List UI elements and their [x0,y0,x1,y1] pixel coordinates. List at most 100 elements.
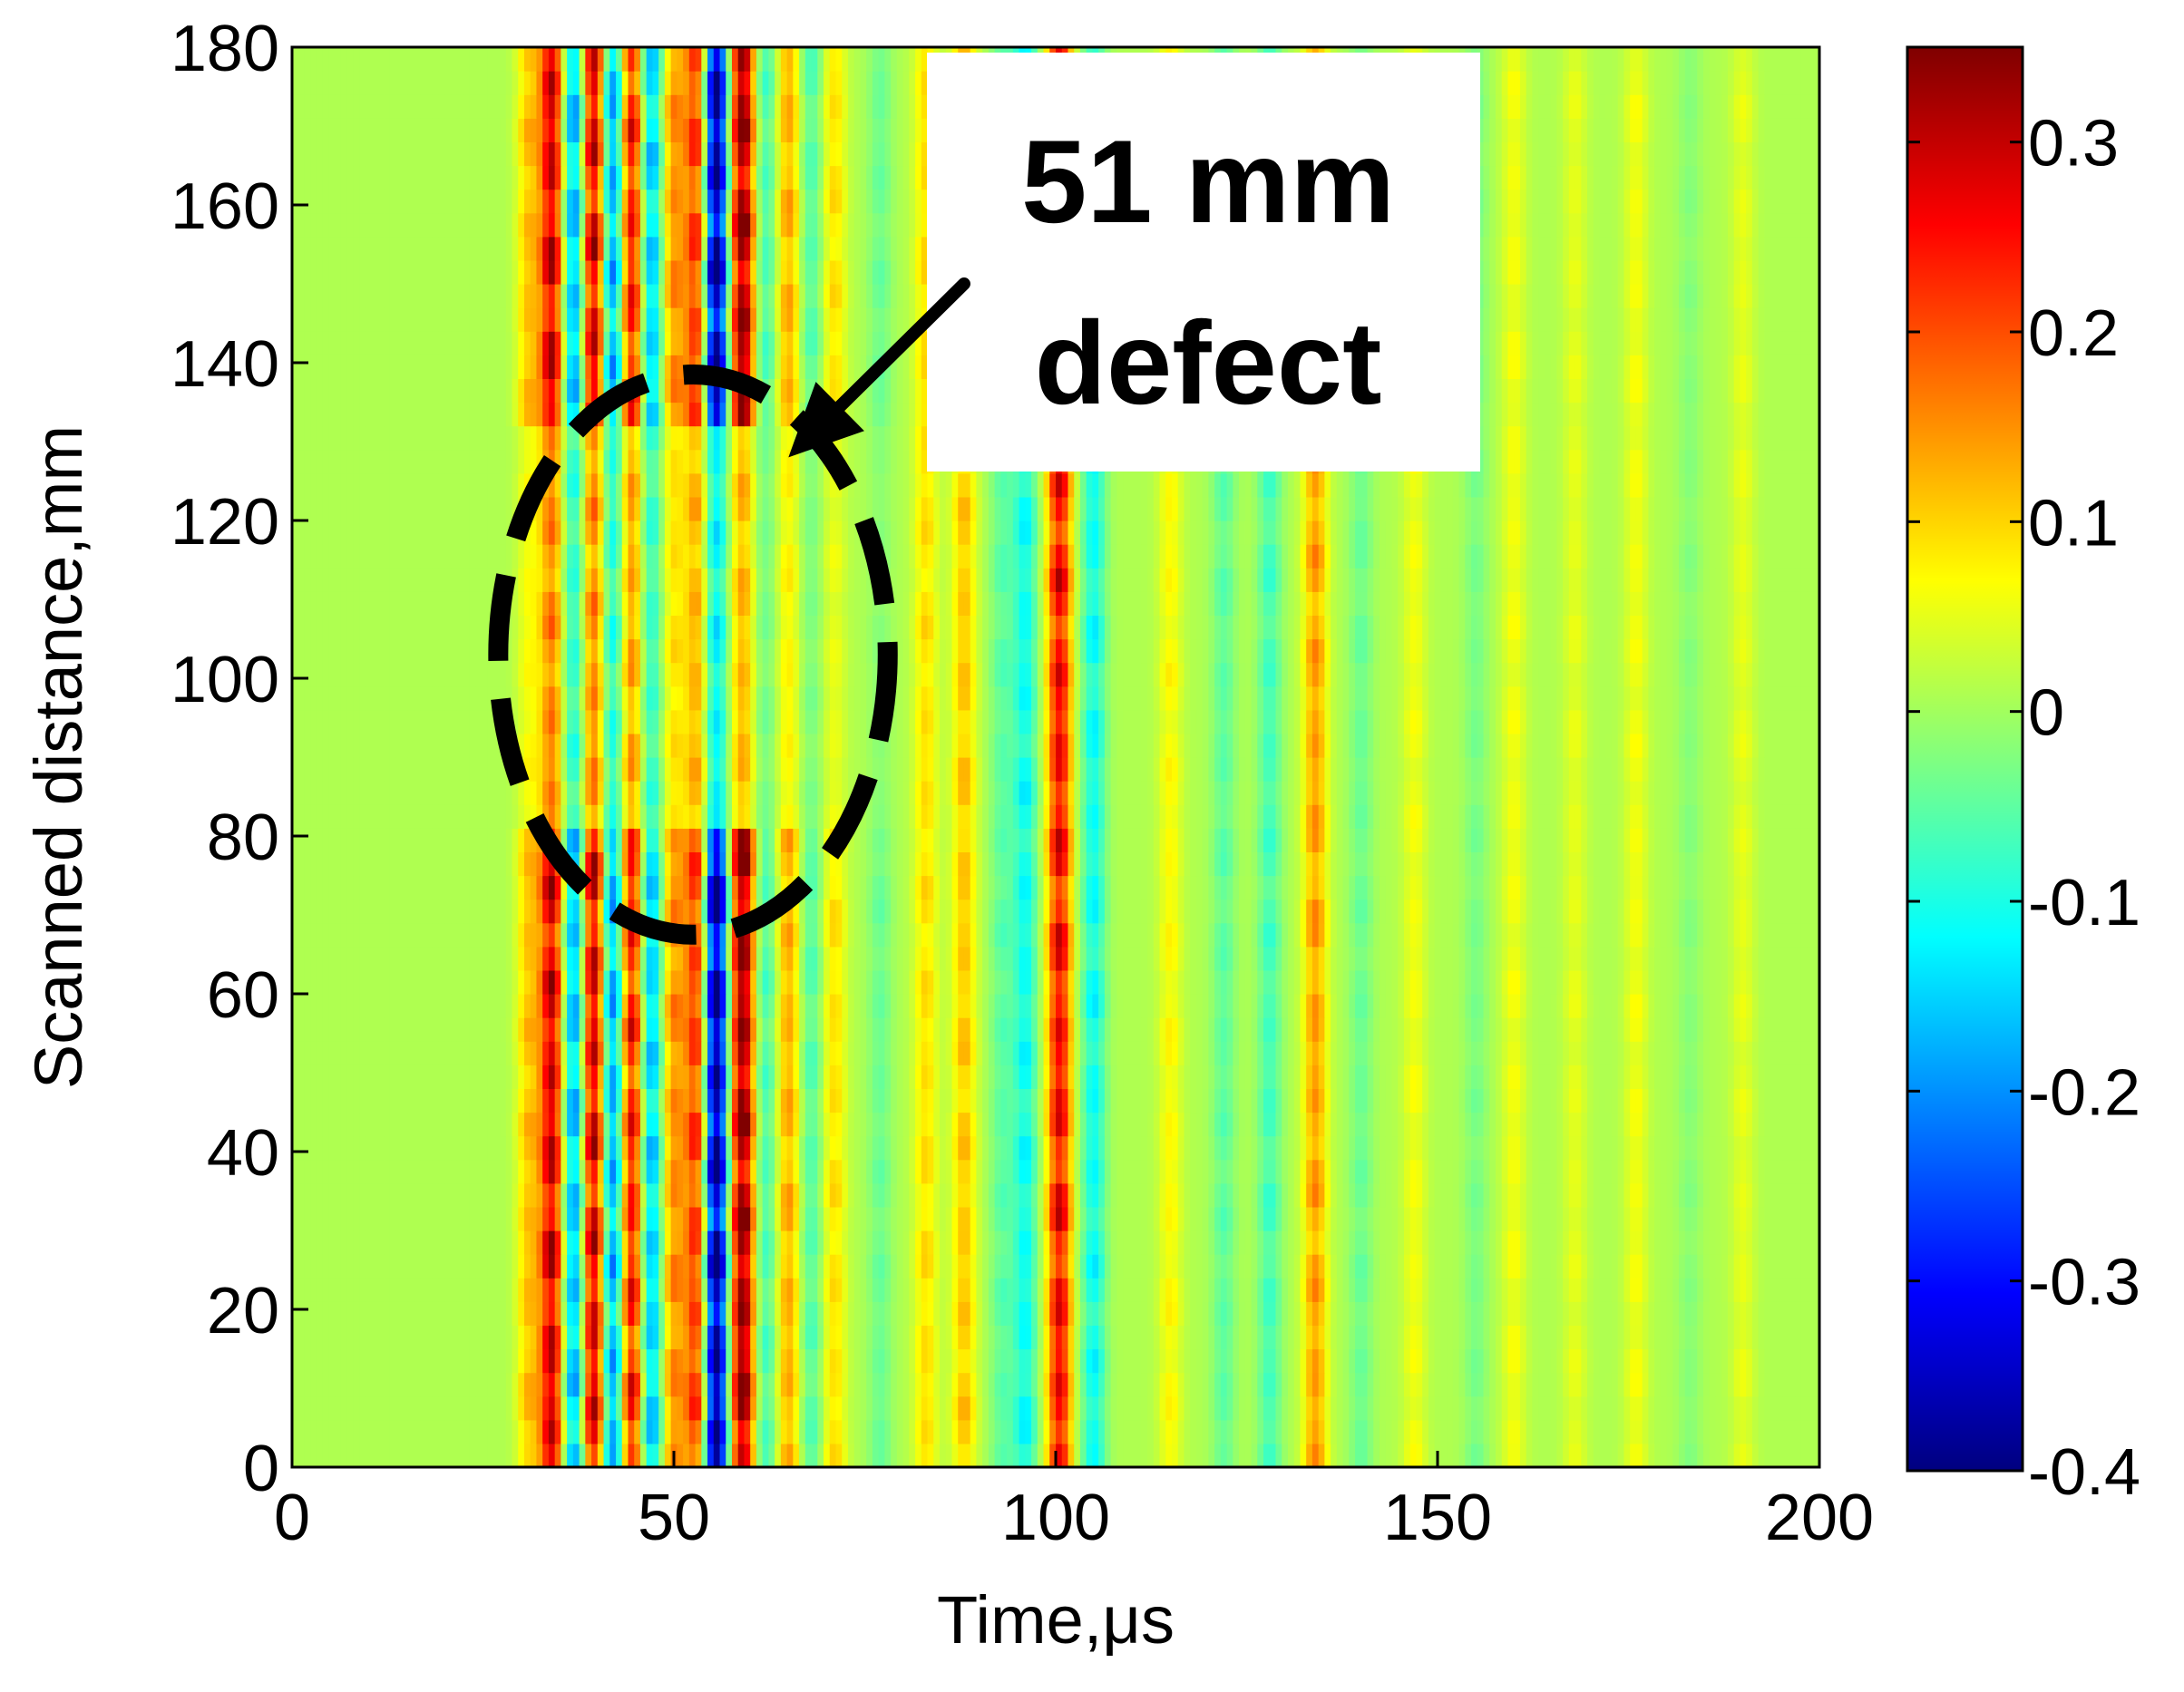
heatmap-cell [1404,1278,1410,1302]
heatmap-cell [298,1017,305,1042]
heatmap-cell [1257,994,1263,1018]
heatmap-cell [982,1041,989,1065]
heatmap-cell [1343,1325,1350,1349]
heatmap-cell [989,1278,995,1302]
heatmap-cell [1147,1113,1154,1137]
heatmap-cell [531,1065,537,1089]
heatmap-cell [1380,1017,1386,1042]
heatmap-cell [1337,1254,1343,1279]
heatmap-cell [958,1349,964,1374]
heatmap-cell [1098,1325,1105,1349]
heatmap-cell [1783,1396,1789,1421]
heatmap-cell [1777,1160,1783,1184]
heatmap-cell [1257,1254,1263,1279]
heatmap-cell [1361,1136,1368,1161]
heatmap-cell [1643,1113,1649,1137]
heatmap-cell [793,1065,799,1089]
heatmap-cell [1092,1160,1098,1184]
heatmap-cell [1679,1160,1685,1184]
heatmap-cell [463,1113,470,1137]
heatmap-cell [1068,1278,1074,1302]
heatmap-cell [1147,1420,1154,1444]
heatmap-cell [1160,1373,1166,1397]
heatmap-cell [1612,1254,1618,1279]
heatmap-cell [1581,1254,1587,1279]
heatmap-cell [701,1183,707,1208]
heatmap-cell [879,1183,885,1208]
heatmap-cell [958,1183,964,1208]
heatmap-cell [1600,1113,1606,1137]
heatmap-cell [921,1160,928,1184]
heatmap-cell [891,1254,897,1279]
heatmap-cell [1080,1254,1087,1279]
heatmap-cell [1257,1017,1263,1042]
heatmap-cell [1331,1041,1337,1065]
heatmap-cell [1532,1088,1538,1113]
heatmap-cell [940,1373,946,1397]
heatmap-cell [933,1017,940,1042]
heatmap-cell [1312,1230,1319,1255]
heatmap-cell [915,1254,921,1279]
heatmap-cell [1361,1301,1368,1326]
heatmap-cell [1801,1254,1808,1279]
heatmap-cell [1373,1373,1380,1397]
heatmap-cell [933,1444,940,1468]
heatmap-cell [738,1278,745,1302]
heatmap-cell [622,1183,629,1208]
heatmap-cell [609,1230,616,1255]
heatmap-cell [763,1373,769,1397]
heatmap-cell [1532,1349,1538,1374]
heatmap-cell [830,1278,836,1302]
heatmap-cell [946,1301,952,1326]
heatmap-cell [860,1136,866,1161]
heatmap-cell [1221,1113,1227,1137]
heatmap-cell [1319,1065,1325,1089]
heatmap-cell [1380,1113,1386,1137]
heatmap-cell [756,1373,763,1397]
heatmap-cell [1692,1301,1698,1326]
heatmap-cell [1600,1065,1606,1089]
heatmap-cell [1233,1420,1239,1444]
heatmap-cell [1447,1207,1453,1231]
heatmap-cell [842,1136,848,1161]
heatmap-cell [1092,1041,1098,1065]
heatmap-cell [1068,1207,1074,1231]
heatmap-cell [701,1278,707,1302]
heatmap-cell [1178,1113,1185,1137]
heatmap-cell [1410,1254,1417,1279]
heatmap-cell [1783,1017,1789,1042]
heatmap-cell [836,1183,843,1208]
heatmap-cell [701,1325,707,1349]
heatmap-cell [384,1088,390,1113]
heatmap-cell [1368,1254,1374,1279]
heatmap-cell [567,1230,573,1255]
heatmap-cell [518,1278,524,1302]
heatmap-cell [1545,1113,1551,1137]
heatmap-cell [1764,994,1770,1018]
heatmap-cell [567,1136,573,1161]
heatmap-cell [310,1349,317,1374]
heatmap-cell [323,1041,329,1065]
heatmap-cell [976,1325,982,1349]
heatmap-cell [1105,1160,1111,1184]
heatmap-cell [1801,1065,1808,1089]
heatmap-cell [1203,1301,1209,1326]
heatmap-cell [341,1349,347,1374]
heatmap-cell [1123,1183,1129,1208]
heatmap-cell [976,1444,982,1468]
heatmap-cell [1801,1088,1808,1113]
heatmap-cell [366,1301,372,1326]
heatmap-cell [1007,994,1013,1018]
heatmap-cell [1190,994,1196,1018]
heatmap-cell [451,994,457,1018]
heatmap-cell [384,1230,390,1255]
heatmap-cell [1594,1017,1600,1042]
heatmap-cell [561,1207,567,1231]
heatmap-cell [1507,1183,1514,1208]
heatmap-cell [1300,1301,1306,1326]
heatmap-cell [1105,1301,1111,1326]
heatmap-cell [1184,1041,1190,1065]
heatmap-cell [536,1017,542,1042]
heatmap-cell [1435,1041,1441,1065]
heatmap-cell [812,1254,818,1279]
